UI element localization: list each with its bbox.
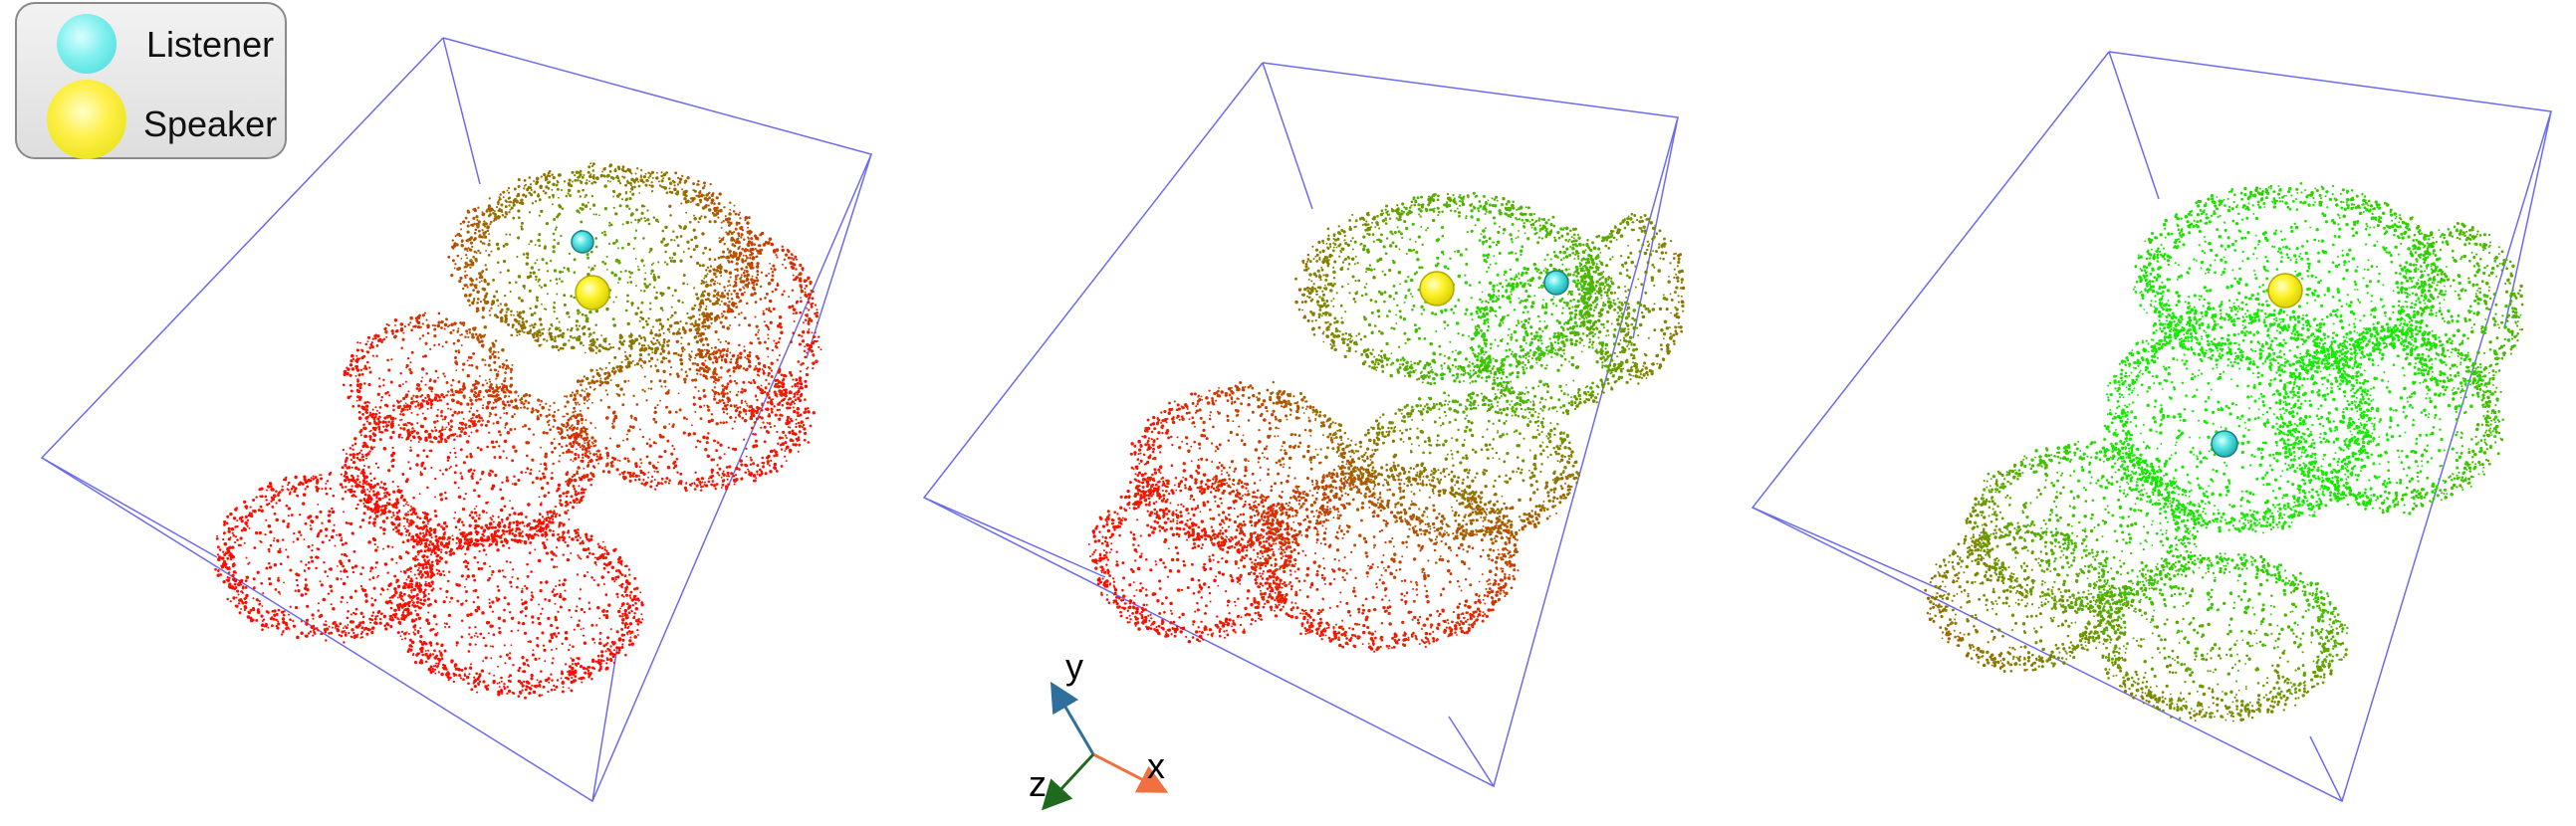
axes-gizmo: y x z <box>1029 646 1165 806</box>
speaker-marker <box>576 276 609 310</box>
legend-label-listener: Listener <box>146 24 274 66</box>
legend: Listener Speaker <box>15 2 287 159</box>
listener-sphere-icon <box>57 14 117 74</box>
point-cloud <box>214 162 821 699</box>
bounding-box <box>1753 52 2551 801</box>
legend-item-listener: Listener <box>17 10 285 80</box>
z-axis-label: z <box>1029 763 1047 804</box>
speaker-marker <box>2268 274 2302 308</box>
speaker-marker <box>1420 272 1454 306</box>
point-cloud <box>1088 192 1685 653</box>
y-axis-label: y <box>1065 646 1083 687</box>
listener-marker <box>1544 271 1568 295</box>
listener-marker <box>2212 431 2237 457</box>
y-axis-arrow <box>1054 687 1093 754</box>
listener-marker <box>572 231 593 253</box>
legend-label-speaker: Speaker <box>143 103 277 145</box>
speaker-sphere-icon <box>47 80 126 159</box>
legend-item-speaker: Speaker <box>17 82 285 151</box>
panel-3 <box>1753 52 2551 801</box>
z-axis-arrow <box>1046 754 1093 806</box>
x-axis-label: x <box>1147 745 1165 786</box>
panel-2 <box>924 63 1685 786</box>
bounding-box <box>924 63 1678 786</box>
